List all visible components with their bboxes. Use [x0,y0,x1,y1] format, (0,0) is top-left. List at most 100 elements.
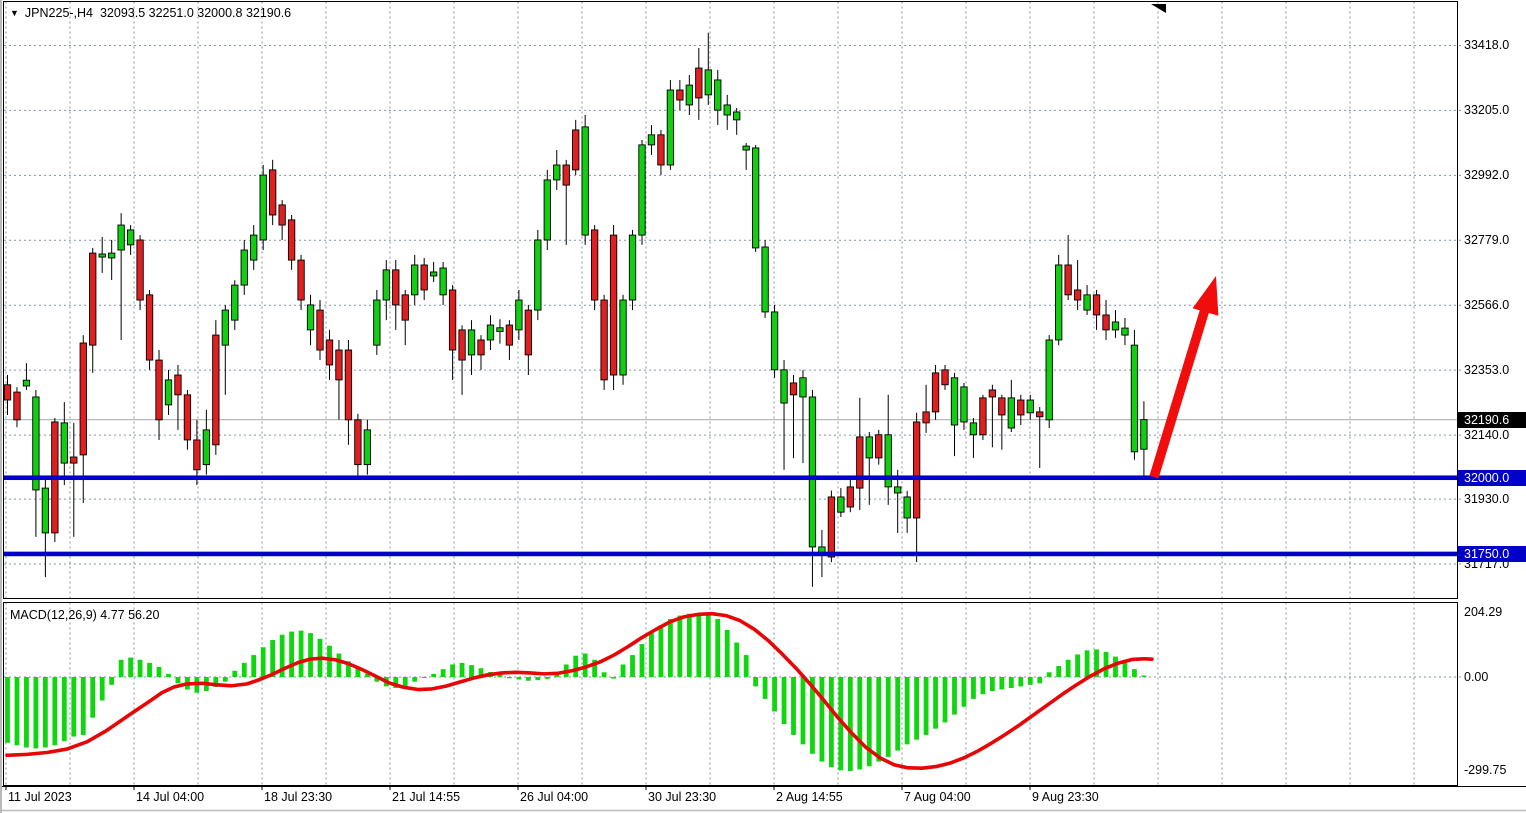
candle [609,234,618,376]
current-price-badge: 32190.6 [1458,411,1526,428]
macd-histogram-bar [336,653,342,677]
price-axis-label[interactable]: 32566.0 [1464,297,1510,312]
macd-histogram-bar [525,677,531,681]
candle [505,324,514,346]
candle [1111,321,1120,331]
candle [98,253,106,258]
chart-ohlc-quote: 32093.5 32251.0 32000.8 32190.6 [99,6,292,20]
support-line[interactable] [4,551,1458,557]
candle [13,391,21,421]
candle [420,264,428,291]
candle [477,339,485,356]
macd-histogram-bar [724,630,730,677]
candle [590,229,599,301]
macd-histogram-bar [469,665,474,677]
macd-histogram-bar [592,659,598,677]
chart-title: ▼ JPN225-,H4 32093.5 32251.0 32000.8 3219… [10,6,291,22]
macd-histogram-bar [668,619,673,677]
time-axis-label[interactable]: 7 Aug 04:00 [904,790,971,804]
candle [562,164,570,186]
macd-axis-label[interactable]: -299.75 [1464,763,1507,778]
macd-histogram-bar [147,662,152,677]
time-axis-label[interactable]: 11 Jul 2023 [8,790,72,804]
trend-arrow-shaft[interactable] [1149,304,1211,479]
chart-end-marker-icon[interactable] [1151,4,1166,13]
macd-histogram-bar [800,677,806,745]
price-axis-label[interactable]: 31930.0 [1464,491,1510,506]
candle [193,439,201,471]
macd-histogram-bar [346,661,351,677]
candle [534,239,542,311]
candle [145,294,154,361]
candle [808,396,817,548]
candle [780,369,788,404]
time-axis-label[interactable]: 9 Aug 23:30 [1032,790,1099,804]
candle [221,309,229,346]
macd-histogram-bar [270,640,276,677]
macd-histogram-bar [24,677,29,748]
candle [164,379,173,406]
price-axis-label[interactable]: 32140.0 [1464,427,1510,442]
price-axis-label[interactable]: 32779.0 [1464,232,1510,247]
macd-histogram-bar [355,668,361,677]
candle [240,249,248,286]
candle [733,111,741,121]
candle [60,422,68,464]
candle [903,496,911,519]
candle [988,389,997,398]
candle [325,339,334,366]
macd-histogram-bar [109,677,115,685]
candle [155,359,163,421]
trend-arrow-head-icon[interactable] [1192,276,1219,316]
macd-histogram-bar [327,645,332,677]
macd-histogram-bar [573,655,579,677]
time-axis-label[interactable]: 21 Jul 14:55 [392,790,461,804]
macd-signal-line [5,611,1154,770]
macd-histogram-bar [554,674,560,677]
price-axis-label[interactable]: 33205.0 [1464,102,1510,117]
candle [770,311,779,371]
macd-axis-label[interactable]: 204.29 [1464,605,1503,620]
candle [136,239,144,301]
time-axis-label[interactable]: 30 Jul 23:30 [648,790,717,804]
macd-histogram-bar [175,677,181,684]
candle [183,394,192,441]
price-axis-label[interactable]: 33418.0 [1464,38,1510,52]
candle [202,429,211,466]
macd-indicator-label: MACD(12,26,9) 4.77 56.20 [10,608,160,622]
candle [117,224,125,251]
macd-histogram-bar [222,677,228,682]
macd-histogram-bar [412,677,418,682]
macd-histogram-bar [810,677,815,754]
candle [401,294,409,321]
time-axis-label[interactable]: 2 Aug 14:55 [776,790,843,804]
time-axis-label[interactable]: 26 Jul 04:00 [520,790,589,804]
price-axis-label[interactable]: 32353.0 [1464,362,1510,377]
macd-histogram-bar [507,677,512,679]
macd-histogram-bar [1008,677,1014,688]
candle [79,342,87,456]
support-line[interactable] [4,475,1458,481]
price-axis-label[interactable]: 32992.0 [1464,167,1510,182]
macd-histogram-bar [933,677,938,729]
macd-histogram-bar [1084,650,1090,677]
macd-axis-label[interactable]: 0.00 [1464,669,1489,684]
candle [1055,264,1063,341]
support-price-badge[interactable]: 31750.0 [1458,545,1526,562]
candle [278,204,286,226]
macd-histogram-bar [118,659,124,677]
macd-histogram-bar [582,653,588,677]
time-axis-label[interactable]: 18 Jul 23:30 [264,790,333,804]
macd-histogram-bar [847,677,853,771]
macd-histogram-bar [289,631,294,677]
macd-histogram-bar [459,662,465,677]
candle [269,169,277,216]
candle [666,89,675,166]
support-price-badge[interactable]: 32000.0 [1458,469,1526,486]
symbol-dropdown-icon[interactable]: ▼ [10,8,19,18]
time-axis-label[interactable]: 14 Jul 04:00 [136,790,205,804]
candle [1017,399,1025,416]
candle [231,284,239,321]
candle [382,269,390,301]
